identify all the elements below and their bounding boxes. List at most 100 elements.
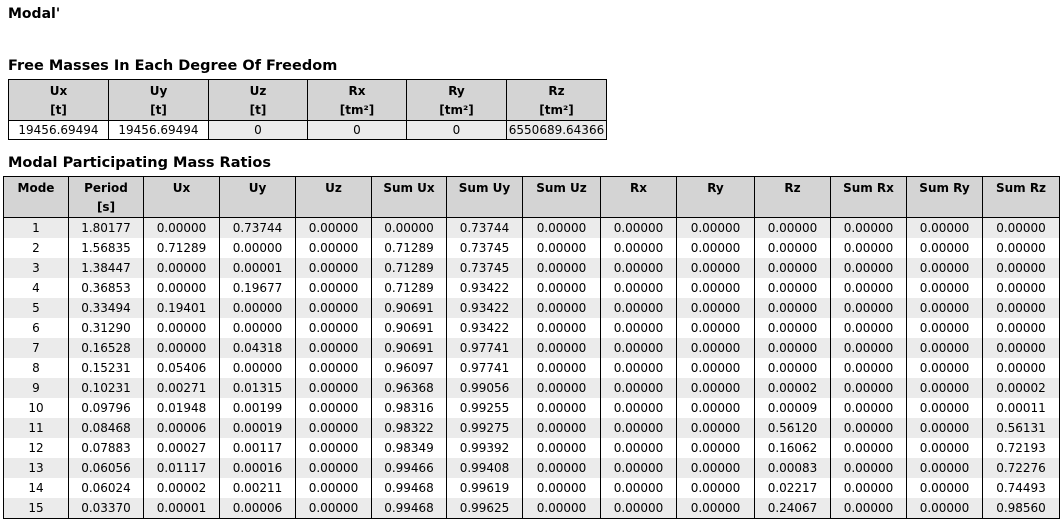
table-cell: 0.99466 xyxy=(371,458,447,478)
table-cell: 0.00000 xyxy=(754,217,831,238)
table-cell: 0.00000 xyxy=(522,278,601,298)
table-cell: 0.00000 xyxy=(676,298,755,318)
table-cell: 0.00000 xyxy=(676,338,755,358)
table-cell: 3 xyxy=(3,258,69,278)
column-unit: [s] xyxy=(96,200,116,214)
column-unit xyxy=(372,198,446,217)
column-label: Mode xyxy=(17,181,55,195)
table-cell: 6 xyxy=(3,318,69,338)
table-cell: 0.00001 xyxy=(219,258,296,278)
table-cell: 0.00000 xyxy=(600,498,677,519)
table-cell: 0.00000 xyxy=(754,238,831,258)
table-row: 11 0.08468 0.00006 0.00019 0.00000 0.98322 0.9… xyxy=(3,418,1060,438)
table-cell: 0.00000 xyxy=(830,318,907,338)
column-unit: [t] xyxy=(50,103,67,117)
table-row: 8 0.15231 0.05406 0.00000 0.00000 0.96097 0.97… xyxy=(3,358,1060,378)
table-cell: 0.97741 xyxy=(446,338,523,358)
table-cell: 0.99255 xyxy=(446,398,523,418)
table-cell: 0.00000 xyxy=(830,238,907,258)
page-title: Modal' xyxy=(8,6,61,22)
table-cell: 0.00000 xyxy=(600,298,677,318)
column-unit: [t] xyxy=(150,103,167,117)
table-row: 4 0.36853 0.00000 0.19677 0.00000 0.71289 0.93… xyxy=(3,278,1060,298)
table-cell: 0.01948 xyxy=(143,398,220,418)
table-cell: 0.96097 xyxy=(371,358,447,378)
table-cell: 0.00000 xyxy=(676,498,755,519)
table-cell: 0.00000 xyxy=(676,358,755,378)
table-cell: 4 xyxy=(3,278,69,298)
table-cell: 6550689.64366 xyxy=(506,120,607,140)
column-header: Sum Ux xyxy=(371,176,447,218)
table-cell: 0.00000 xyxy=(295,278,372,298)
table-cell: 0.00000 xyxy=(754,318,831,338)
table-cell: 0.74493 xyxy=(982,478,1060,498)
table-cell: 0.00000 xyxy=(754,258,831,278)
table-cell: 0.00199 xyxy=(219,398,296,418)
table-cell: 0.09796 xyxy=(68,398,144,418)
table-cell: 0.00000 xyxy=(522,438,601,458)
table-cell: 0.00000 xyxy=(906,238,983,258)
column-unit xyxy=(523,198,600,217)
table-cell: 0.00009 xyxy=(754,398,831,418)
table-row: 10 0.09796 0.01948 0.00199 0.00000 0.98316 0.9… xyxy=(3,398,1060,418)
table-cell: 0.00000 xyxy=(295,318,372,338)
table-row: 9 0.10231 0.00271 0.01315 0.00000 0.96368 0.99… xyxy=(3,378,1060,398)
column-header: Sum Rx xyxy=(830,176,907,218)
table-cell: 0.00000 xyxy=(371,217,447,238)
column-label: Sum Ry xyxy=(919,181,970,195)
column-header: Rx [tm²] xyxy=(307,79,407,121)
table-cell: 0.16062 xyxy=(754,438,831,458)
table-cell: 0.00271 xyxy=(143,378,220,398)
table-cell: 0.00006 xyxy=(143,418,220,438)
table-cell: 0.16528 xyxy=(68,338,144,358)
column-unit: [tm²] xyxy=(439,103,474,117)
table-cell: 0.00000 xyxy=(522,318,601,338)
table-cell: 0.00000 xyxy=(676,238,755,258)
table-cell: 0.72276 xyxy=(982,458,1060,478)
column-unit xyxy=(601,198,676,217)
table-cell: 0.00002 xyxy=(982,378,1060,398)
column-header: Ux xyxy=(143,176,220,218)
table-cell: 13 xyxy=(3,458,69,478)
column-label: Uz xyxy=(325,181,342,195)
table-cell: 0.00000 xyxy=(295,358,372,378)
table-row: 3 1.38447 0.00000 0.00001 0.00000 0.71289 0.73… xyxy=(3,258,1060,278)
table-cell: 0.00000 xyxy=(982,258,1060,278)
table-cell: 0.00000 xyxy=(600,278,677,298)
table-cell: 0.00027 xyxy=(143,438,220,458)
table-cell: 0.73745 xyxy=(446,258,523,278)
table-cell: 0.00000 xyxy=(830,338,907,358)
table-cell: 0.00000 xyxy=(522,378,601,398)
table-cell: 0.00000 xyxy=(219,238,296,258)
column-label: Uy xyxy=(248,181,267,195)
column-unit xyxy=(144,198,219,217)
table-cell: 0.99625 xyxy=(446,498,523,519)
column-label: Ux xyxy=(172,181,191,195)
column-label: Period xyxy=(84,181,128,195)
table-cell: 0.00000 xyxy=(522,238,601,258)
table-cell: 0.00000 xyxy=(522,338,601,358)
table-cell: 0.00000 xyxy=(522,358,601,378)
table-cell: 0.00000 xyxy=(143,278,220,298)
table-cell: 10 xyxy=(3,398,69,418)
column-header: Ux [t] xyxy=(8,79,109,121)
table-cell: 8 xyxy=(3,358,69,378)
table-cell: 0 xyxy=(406,120,507,140)
table-row: 12 0.07883 0.00027 0.00117 0.00000 0.98349 0.9… xyxy=(3,438,1060,458)
column-unit xyxy=(831,198,906,217)
table-cell: 0.97741 xyxy=(446,358,523,378)
table-cell: 11 xyxy=(3,418,69,438)
table-cell: 0.00000 xyxy=(600,378,677,398)
table-cell: 0.00000 xyxy=(143,338,220,358)
table-cell: 0.71289 xyxy=(371,278,447,298)
table-cell: 0.99468 xyxy=(371,498,447,519)
column-label: Sum Uz xyxy=(536,181,587,195)
free-masses-heading: Free Masses In Each Degree Of Freedom xyxy=(8,58,338,74)
table-cell: 15 xyxy=(3,498,69,519)
table-cell: 0.00000 xyxy=(295,418,372,438)
table-cell: 12 xyxy=(3,438,69,458)
table-cell: 0.71289 xyxy=(371,238,447,258)
column-header: Rz [tm²] xyxy=(506,79,607,121)
table-cell: 0.00000 xyxy=(982,238,1060,258)
table-cell: 0.00000 xyxy=(982,318,1060,338)
